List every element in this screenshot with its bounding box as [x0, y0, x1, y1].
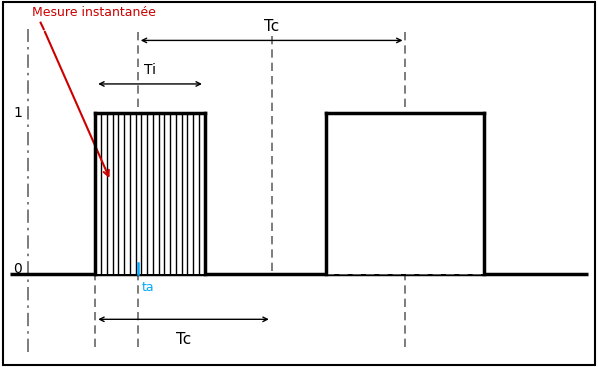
Text: Ti: Ti	[144, 63, 156, 77]
Text: Tc: Tc	[176, 332, 191, 347]
Text: 1: 1	[13, 106, 22, 120]
Polygon shape	[95, 113, 205, 274]
Text: Tc: Tc	[264, 19, 279, 34]
Text: ta: ta	[142, 281, 155, 294]
Text: 0: 0	[13, 262, 22, 276]
Text: Mesure instantanée: Mesure instantanée	[32, 7, 155, 19]
Polygon shape	[327, 113, 484, 274]
